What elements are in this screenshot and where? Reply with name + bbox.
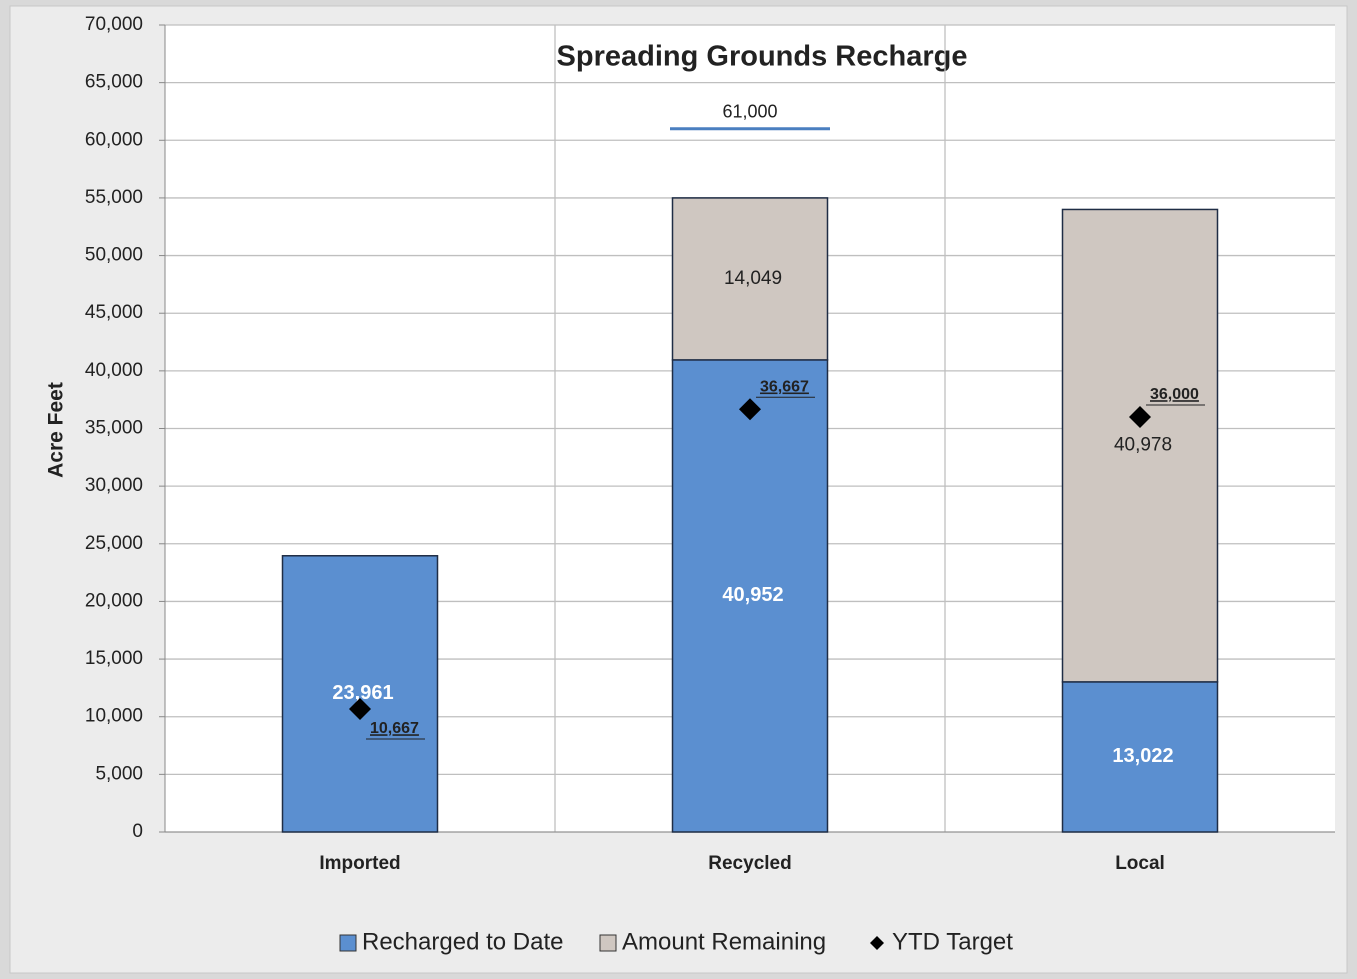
y-tick-label: 0 xyxy=(132,821,143,842)
value-label: 23,961 xyxy=(332,682,393,704)
value-label: 13,022 xyxy=(1112,745,1173,767)
value-label: 40,978 xyxy=(1114,435,1172,456)
target-marker xyxy=(739,398,761,421)
target-marker xyxy=(1129,405,1151,428)
y-tick-label: 40,000 xyxy=(85,360,143,381)
x-tick-label: Recycled xyxy=(708,853,791,874)
y-tick-label: 35,000 xyxy=(85,418,143,439)
target-label: 36,000 xyxy=(1150,386,1199,403)
y-tick-label: 65,000 xyxy=(85,72,143,93)
y-tick-label: 20,000 xyxy=(85,590,143,611)
chart-title: Spreading Grounds Recharge xyxy=(557,41,968,73)
target-label: 36,667 xyxy=(760,379,809,396)
bar-segment xyxy=(671,359,829,833)
x-tick-label: Local xyxy=(1115,853,1165,874)
y-tick-label: 45,000 xyxy=(85,302,143,323)
legend-swatch xyxy=(339,934,357,952)
y-tick-label: 5,000 xyxy=(95,763,143,784)
y-tick-label: 70,000 xyxy=(85,14,143,35)
value-label: 40,952 xyxy=(722,584,783,606)
y-tick-label: 60,000 xyxy=(85,129,143,150)
y-axis-label: Acre Feet xyxy=(45,382,68,478)
bar-segment xyxy=(1061,681,1219,833)
bar-segment xyxy=(671,197,829,361)
legend-swatch xyxy=(599,934,617,952)
x-tick-label: Imported xyxy=(319,853,400,874)
y-tick-label: 10,000 xyxy=(85,706,143,727)
y-tick-label: 30,000 xyxy=(85,475,143,496)
reference-label: 61,000 xyxy=(722,102,777,122)
legend-swatch xyxy=(870,936,884,950)
y-tick-label: 55,000 xyxy=(85,187,143,208)
y-tick-label: 50,000 xyxy=(85,245,143,266)
legend-label: Amount Remaining xyxy=(622,928,826,955)
y-tick-label: 15,000 xyxy=(85,648,143,669)
legend-label: Recharged to Date xyxy=(362,928,563,955)
legend-label: YTD Target xyxy=(892,928,1013,955)
y-tick-label: 25,000 xyxy=(85,533,143,554)
target-marker xyxy=(349,698,371,721)
bar-segment xyxy=(1061,208,1219,683)
value-label: 14,049 xyxy=(724,268,782,289)
target-label: 10,667 xyxy=(370,720,419,737)
bar-segment xyxy=(281,555,439,833)
